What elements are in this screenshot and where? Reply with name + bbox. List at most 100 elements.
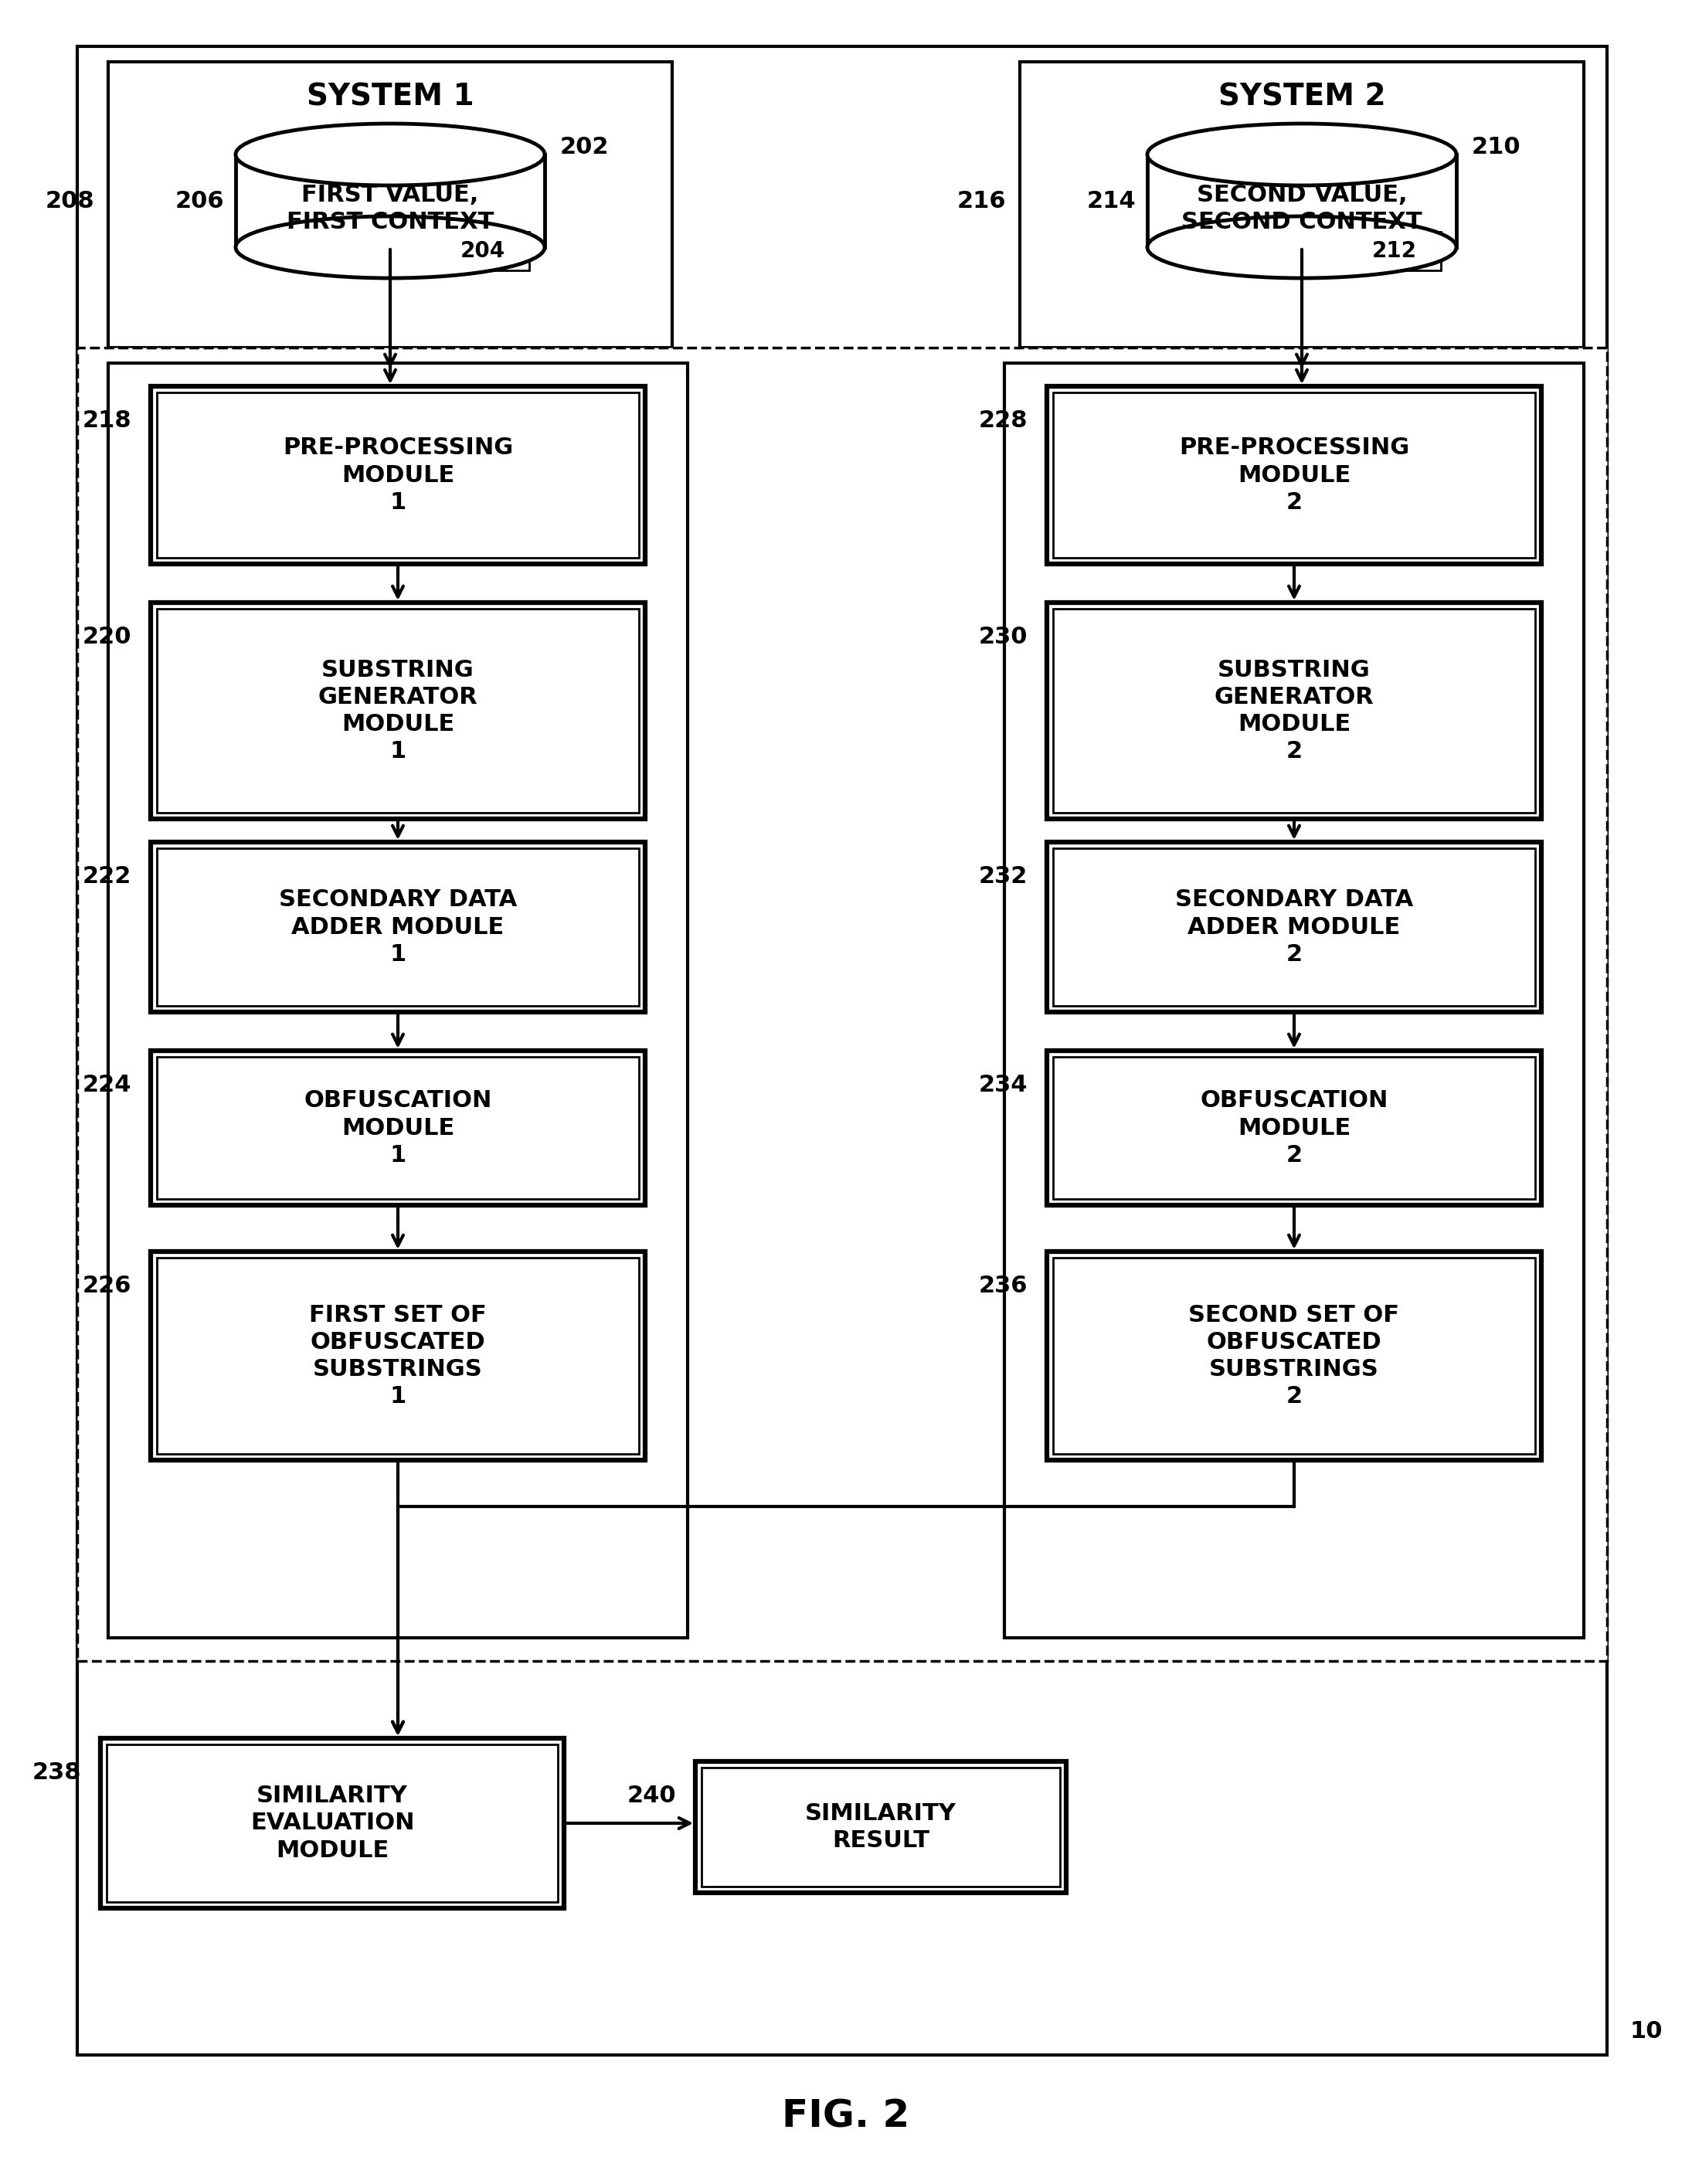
Text: SIMILARITY: SIMILARITY [805,1802,956,1824]
Text: PRE-PROCESSING: PRE-PROCESSING [283,437,513,459]
Text: MODULE: MODULE [342,463,455,487]
Bar [157,847,640,1007]
Text: 2: 2 [1286,491,1303,513]
Text: ADDER MODULE: ADDER MODULE [1188,915,1401,939]
Text: 220: 220 [83,627,132,649]
Ellipse shape [235,124,545,186]
Text: 202: 202 [560,135,609,157]
Text: 10: 10 [1629,2020,1663,2042]
Bar [1147,155,1457,247]
Text: 1: 1 [389,943,406,965]
Text: FIRST SET OF: FIRST SET OF [310,1304,487,1326]
Text: 226: 226 [83,1275,132,1297]
Bar [1047,843,1541,1011]
Bar [151,387,645,563]
Ellipse shape [1147,124,1457,186]
Bar [1349,232,1442,271]
Text: 240: 240 [626,1784,677,1806]
Text: SECOND SET OF: SECOND SET OF [1189,1304,1399,1326]
Bar [695,1762,1066,1894]
Text: MODULE: MODULE [342,714,455,736]
Text: MODULE: MODULE [276,1839,389,1861]
Text: SECOND CONTEXT: SECOND CONTEXT [1181,212,1423,234]
Text: SECOND VALUE,: SECOND VALUE, [1196,183,1408,205]
Text: 224: 224 [83,1075,132,1096]
Bar [702,1767,1059,1887]
Bar [157,609,640,812]
Text: MODULE: MODULE [342,1116,455,1140]
Bar [107,1745,558,1902]
Bar [437,232,530,271]
Text: SUBSTRING: SUBSTRING [321,660,474,681]
Text: SECONDARY DATA: SECONDARY DATA [1174,889,1413,911]
Text: 222: 222 [83,865,132,887]
Text: FIG. 2: FIG. 2 [782,2099,910,2136]
Text: SIMILARITY: SIMILARITY [257,1784,408,1806]
Bar [1047,1051,1541,1206]
Text: 232: 232 [978,865,1027,887]
Text: 204: 204 [460,240,506,262]
Text: 1: 1 [389,491,406,513]
Text: ADDER MODULE: ADDER MODULE [291,915,504,939]
Text: SUBSTRINGS: SUBSTRINGS [1210,1358,1379,1380]
Bar [151,843,645,1011]
Bar [1047,387,1541,563]
Text: SUBSTRINGS: SUBSTRINGS [313,1358,482,1380]
Bar [1047,1251,1541,1461]
Bar [1005,363,1584,1638]
Text: 236: 236 [978,1275,1027,1297]
Text: OBFUSCATED: OBFUSCATED [310,1330,486,1354]
Bar [1047,603,1541,819]
Bar [157,1057,640,1199]
Text: SUBSTRING: SUBSTRING [1218,660,1371,681]
Text: 238: 238 [32,1762,81,1784]
Text: 2: 2 [1286,1385,1303,1409]
Bar [1020,61,1584,347]
Text: 1: 1 [389,1144,406,1166]
Text: OBFUSCATION: OBFUSCATION [305,1090,492,1112]
Text: 208: 208 [46,190,95,212]
Text: PRE-PROCESSING: PRE-PROCESSING [1179,437,1409,459]
Text: 214: 214 [1086,190,1135,212]
Text: 216: 216 [956,190,1005,212]
Text: 228: 228 [978,408,1027,432]
Text: MODULE: MODULE [1237,1116,1350,1140]
Bar [1052,1057,1535,1199]
Text: 218: 218 [83,408,132,432]
Text: EVALUATION: EVALUATION [250,1813,415,1835]
Bar [151,1051,645,1206]
Bar [157,1258,640,1455]
Bar [78,347,1607,1662]
Text: SECONDARY DATA: SECONDARY DATA [279,889,518,911]
Text: 230: 230 [978,627,1027,649]
Text: 234: 234 [978,1075,1027,1096]
Bar [108,363,687,1638]
Text: FIRST CONTEXT: FIRST CONTEXT [286,212,494,234]
Text: GENERATOR: GENERATOR [1215,686,1374,708]
Bar [151,1251,645,1461]
Ellipse shape [235,216,545,277]
Bar [1052,609,1535,812]
Bar [1052,393,1535,557]
Bar [1052,847,1535,1007]
Text: 212: 212 [1372,240,1416,262]
Text: FIRST VALUE,: FIRST VALUE, [301,183,479,205]
Text: OBFUSCATION: OBFUSCATION [1200,1090,1387,1112]
Text: 2: 2 [1286,943,1303,965]
Bar [157,393,640,557]
Text: MODULE: MODULE [1237,463,1350,487]
Text: 210: 210 [1472,135,1521,157]
Text: OBFUSCATED: OBFUSCATED [1206,1330,1382,1354]
Text: RESULT: RESULT [832,1830,929,1852]
Text: 206: 206 [174,190,223,212]
Text: SYSTEM 2: SYSTEM 2 [1218,81,1386,111]
Text: 2: 2 [1286,740,1303,762]
Text: MODULE: MODULE [1237,714,1350,736]
Ellipse shape [1147,216,1457,277]
Text: 1: 1 [389,740,406,762]
Text: 1: 1 [389,1385,406,1409]
Bar [1052,1258,1535,1455]
Text: 2: 2 [1286,1144,1303,1166]
Bar [108,61,672,347]
Bar [235,155,545,247]
